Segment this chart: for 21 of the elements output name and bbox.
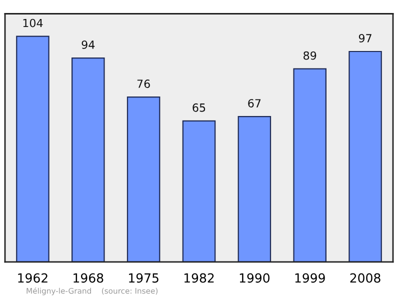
data-label: 76: [137, 80, 150, 88]
x-tick-label: 1975: [129, 273, 158, 283]
data-label: 65: [192, 103, 206, 112]
x-tick-label: 1999: [295, 273, 325, 283]
data-label: 97: [358, 34, 372, 42]
x-tick-label: 1990: [240, 273, 270, 283]
x-tick-label: 1982: [184, 273, 214, 283]
data-label: 94: [82, 40, 95, 49]
bar: [72, 57, 105, 262]
bar: [182, 120, 216, 262]
data-label: 89: [304, 51, 316, 60]
bar: [293, 68, 326, 262]
bar: [16, 36, 50, 262]
data-label: 67: [248, 99, 261, 108]
bar: [348, 50, 382, 262]
data-label: 104: [23, 18, 43, 28]
x-tick-label: 1962: [18, 273, 48, 283]
x-tick-label: 2008: [350, 273, 380, 283]
bar: [238, 116, 272, 262]
x-tick-label: 1968: [74, 273, 104, 283]
bar: [126, 96, 160, 262]
